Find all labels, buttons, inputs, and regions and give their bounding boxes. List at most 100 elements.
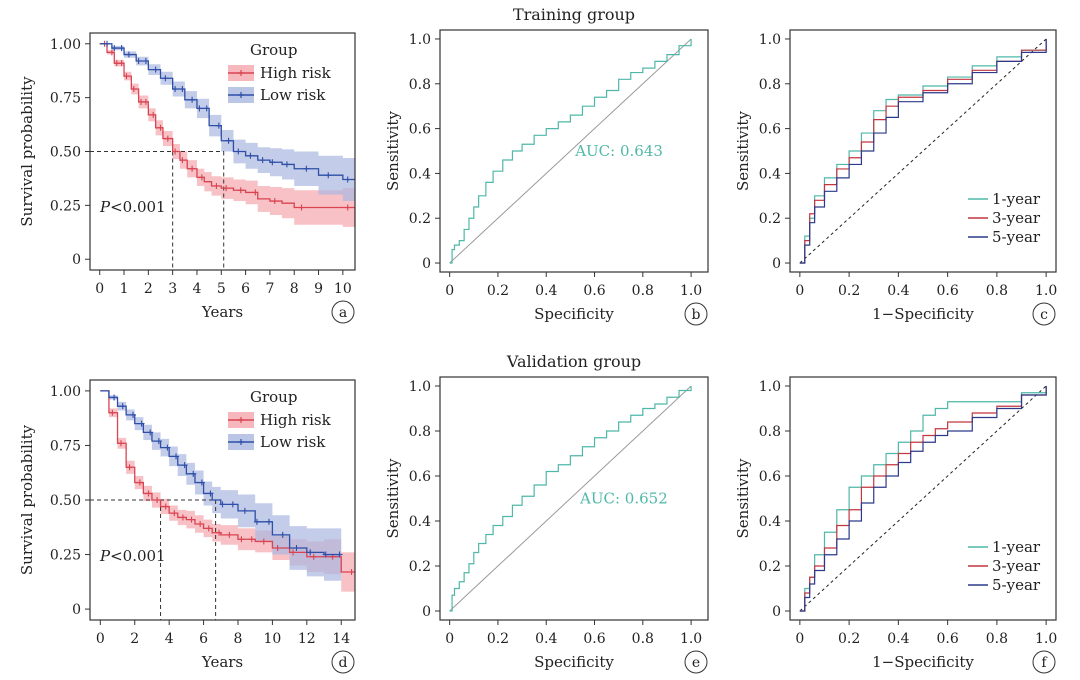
censor-mark <box>197 521 204 527</box>
y-axis-label: Survival probability <box>18 424 36 575</box>
censor-mark <box>213 182 220 189</box>
p-value-annotation: P<0.001 <box>99 547 166 565</box>
censor-mark <box>348 569 355 575</box>
panel-d: 0 2 4 6 8 10 12 14 0 0.25 0.50 0.75 1.00 Years Surviva… <box>18 379 356 674</box>
censor-mark <box>145 490 152 497</box>
censor-mark <box>157 124 164 131</box>
censor-mark <box>265 518 272 525</box>
x-tick-label: 10 <box>263 631 281 647</box>
x-tick-label: 5 <box>217 281 226 297</box>
y-tick-label: 0.8 <box>759 424 781 440</box>
censor-mark <box>196 105 203 112</box>
censor-mark <box>135 58 142 65</box>
plot-area <box>90 40 355 270</box>
x-tick-label: 0.2 <box>487 631 509 647</box>
panel-letter: f <box>1041 655 1048 671</box>
x-tick-label: 0 <box>795 283 804 299</box>
x-axis-label: Years <box>201 653 243 671</box>
legend-entry-low-risk: Low risk <box>260 86 326 104</box>
y-tick-label: 1.0 <box>409 379 431 395</box>
legend-swatch-censor <box>238 92 244 98</box>
y-axis-label: Sensitivity <box>734 458 752 538</box>
roc-curve-3-year <box>799 386 1047 612</box>
censor-mark <box>238 536 245 543</box>
censor-mark <box>125 51 132 58</box>
censor-mark <box>205 525 212 532</box>
legend-entry-low-risk: Low risk <box>260 433 326 451</box>
x-tick-label: 12 <box>298 631 316 647</box>
p-value-text: <0.001 <box>110 198 166 216</box>
censor-mark <box>322 551 329 558</box>
plot-frame <box>439 376 709 621</box>
y-axis-label: Sensitivity <box>734 111 752 191</box>
y-tick-label: 0.50 <box>50 145 81 161</box>
x-tick-label: 9 <box>314 281 323 297</box>
censor-mark <box>181 462 188 469</box>
x-tick-label: 7 <box>265 281 274 297</box>
x-tick-label: 0.8 <box>986 283 1008 299</box>
censor-mark <box>235 148 242 155</box>
censor-mark <box>293 545 300 551</box>
x-tick-label: 0.6 <box>936 283 958 299</box>
y-tick-label: 0.6 <box>409 122 431 138</box>
legend-entry-1-year: 1-year <box>992 538 1041 556</box>
x-tick-label: 0.8 <box>986 631 1008 647</box>
legend-entry-5-year: 5-year <box>992 228 1041 246</box>
y-tick-label: 0.2 <box>759 211 781 227</box>
x-tick-label: 0 <box>795 631 804 647</box>
panel-letter-circle <box>331 300 355 324</box>
censor-mark <box>118 45 125 52</box>
plot-frame <box>89 32 356 271</box>
x-axis-label: 1−Specificity <box>872 653 974 671</box>
censor-mark <box>247 152 254 159</box>
censor-mark <box>119 403 126 410</box>
y-tick-label: 0.4 <box>759 166 781 182</box>
censor-mark <box>164 444 171 451</box>
x-axis-label: Specificity <box>534 305 614 323</box>
censor-mark <box>162 503 169 510</box>
legend-entry-3-year: 3-year <box>992 209 1041 227</box>
y-tick-label: 1.00 <box>50 384 81 400</box>
x-tick-label: 14 <box>332 631 350 647</box>
censor-mark <box>271 198 278 205</box>
x-tick-label: 1.0 <box>680 631 702 647</box>
ci-band-low-risk <box>100 390 342 581</box>
censor-mark <box>260 538 267 545</box>
censor-mark <box>164 135 171 142</box>
panel-letter-circle <box>684 650 708 674</box>
auc-annotation: AUC: 0.643 <box>574 142 663 160</box>
p-value-annotation: P<0.001 <box>99 198 166 216</box>
censor-mark <box>225 137 232 144</box>
x-tick-label: 10 <box>334 281 352 297</box>
censor-mark <box>269 159 276 166</box>
y-axis-label: Sensitivity <box>384 458 402 538</box>
legend-entry-high-risk: High risk <box>260 64 332 82</box>
plot-frame <box>439 29 709 273</box>
plot-area <box>449 38 692 264</box>
x-tick-label: 0.6 <box>583 631 605 647</box>
x-tick-label: 0.4 <box>887 631 909 647</box>
y-tick-label: 0.2 <box>409 559 431 575</box>
y-tick-label: 0.75 <box>50 438 81 454</box>
x-tick-label: 4 <box>165 631 174 647</box>
censor-mark <box>298 204 305 211</box>
x-tick-label: 0.8 <box>632 631 654 647</box>
censor-mark <box>248 536 255 543</box>
panel-e: 0 0.2 0.4 0.6 0.8 1.0 0 0.2 0.4 0.6 0.8 1.0 Specific… <box>384 376 709 674</box>
censor-mark <box>207 490 214 497</box>
y-tick-label: 0.2 <box>409 211 431 227</box>
y-tick-label: 0.75 <box>50 91 81 107</box>
censor-mark <box>123 73 130 80</box>
row-title-training: Training group <box>513 5 635 24</box>
censor-mark <box>171 510 178 517</box>
censor-mark <box>138 420 145 427</box>
censor-mark <box>203 105 210 112</box>
censor-mark <box>147 429 154 436</box>
censor-mark <box>126 464 133 471</box>
censor-mark <box>172 148 179 155</box>
plot-frame <box>789 376 1057 621</box>
y-tick-label: 0.8 <box>409 77 431 93</box>
x-tick-label: 0.2 <box>838 631 860 647</box>
panel-letter: e <box>692 655 700 671</box>
